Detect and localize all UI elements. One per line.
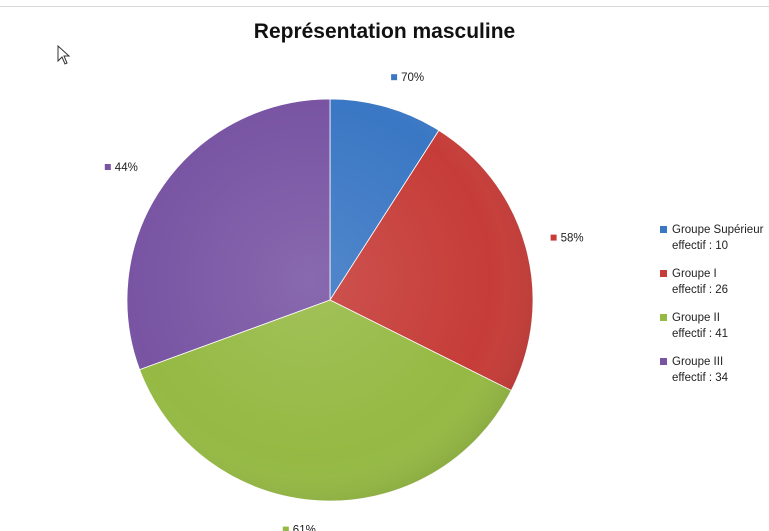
legend-item-groupe-i: Groupe I effectif : 26 xyxy=(660,266,763,298)
data-label-1: 58% xyxy=(550,233,584,245)
data-label-0: 70% xyxy=(391,72,424,84)
legend-label: Groupe II xyxy=(672,312,720,324)
data-label-text: 70% xyxy=(401,72,424,84)
data-label-marker xyxy=(282,526,289,531)
legend: Groupe Supérieur effectif : 10 Groupe I … xyxy=(660,222,763,398)
legend-effectif: effectif : 34 xyxy=(672,372,729,384)
legend-swatch xyxy=(660,226,667,233)
legend-label: Groupe III xyxy=(672,356,724,368)
data-label-marker xyxy=(391,74,398,81)
data-label-text: 61% xyxy=(293,525,316,531)
chart-title: Représentation masculine xyxy=(253,20,516,43)
legend-item-groupe-ii: Groupe II effectif : 41 xyxy=(660,310,763,342)
mouse-cursor-icon xyxy=(57,45,71,65)
legend-label: Groupe I xyxy=(672,268,717,280)
legend-label: Groupe Supérieur xyxy=(672,224,764,236)
legend-swatch xyxy=(660,358,667,365)
legend-item-groupe-superieur: Groupe Supérieur effectif : 10 xyxy=(660,222,763,254)
data-label-2: 61% xyxy=(282,525,316,531)
legend-swatch xyxy=(660,314,667,321)
data-label-marker xyxy=(550,234,557,241)
legend-item-groupe-iii: Groupe III effectif : 34 xyxy=(660,354,763,386)
data-label-3: 44% xyxy=(104,162,138,174)
data-label-text: 58% xyxy=(561,233,584,245)
data-label-marker xyxy=(104,164,111,170)
data-label-text: 44% xyxy=(115,162,138,174)
legend-swatch xyxy=(660,270,667,277)
top-divider xyxy=(0,6,769,7)
legend-effectif: effectif : 26 xyxy=(672,284,729,296)
legend-effectif: effectif : 10 xyxy=(672,240,729,252)
legend-effectif: effectif : 41 xyxy=(672,328,729,340)
